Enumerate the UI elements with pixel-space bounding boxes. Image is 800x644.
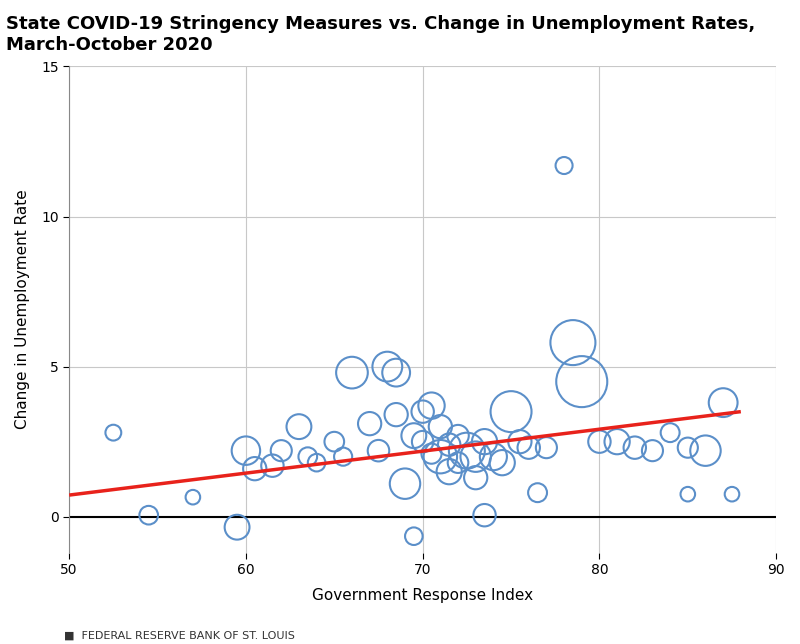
Point bbox=[522, 442, 535, 453]
Point bbox=[442, 439, 455, 450]
Point bbox=[628, 442, 641, 453]
Point bbox=[407, 430, 420, 440]
Point bbox=[434, 421, 446, 431]
Point bbox=[593, 437, 606, 447]
Point bbox=[275, 446, 288, 456]
Point bbox=[425, 448, 438, 459]
Point bbox=[346, 368, 358, 378]
Point bbox=[310, 457, 323, 468]
Y-axis label: Change in Unemployment Rate: Change in Unemployment Rate bbox=[15, 190, 30, 430]
Point bbox=[478, 437, 491, 447]
Point bbox=[398, 478, 411, 489]
Point bbox=[487, 451, 500, 462]
Point bbox=[381, 361, 394, 372]
Point bbox=[328, 437, 341, 447]
Point bbox=[390, 368, 402, 378]
Point bbox=[407, 531, 420, 542]
Point bbox=[682, 442, 694, 453]
Point bbox=[186, 492, 199, 502]
Point bbox=[416, 437, 429, 447]
Point bbox=[363, 419, 376, 429]
Point bbox=[248, 464, 261, 474]
Point bbox=[442, 466, 455, 477]
Text: State COVID-19 Stringency Measures vs. Change in Unemployment Rates,
March-Octob: State COVID-19 Stringency Measures vs. C… bbox=[6, 15, 754, 54]
Point bbox=[470, 451, 482, 462]
Point bbox=[610, 437, 623, 447]
Point bbox=[682, 489, 694, 499]
Point bbox=[434, 451, 446, 462]
Point bbox=[461, 446, 474, 456]
Point bbox=[558, 160, 570, 171]
Point bbox=[540, 442, 553, 453]
Point bbox=[505, 406, 518, 417]
Point bbox=[566, 337, 579, 348]
Point bbox=[478, 510, 491, 520]
Point bbox=[107, 428, 120, 438]
Point bbox=[452, 457, 465, 468]
Point bbox=[337, 451, 350, 462]
Point bbox=[531, 488, 544, 498]
Point bbox=[496, 457, 509, 468]
Point bbox=[514, 437, 526, 447]
Point bbox=[575, 377, 588, 387]
X-axis label: Government Response Index: Government Response Index bbox=[312, 588, 534, 603]
Point bbox=[726, 489, 738, 499]
Point bbox=[470, 473, 482, 483]
Point bbox=[390, 410, 402, 420]
Point bbox=[302, 451, 314, 462]
Point bbox=[293, 421, 306, 431]
Point bbox=[646, 446, 659, 456]
Point bbox=[664, 428, 677, 438]
Point bbox=[699, 446, 712, 456]
Point bbox=[372, 446, 385, 456]
Point bbox=[230, 522, 243, 533]
Point bbox=[717, 397, 730, 408]
Point bbox=[266, 460, 279, 471]
Point bbox=[452, 430, 465, 440]
Text: ■  FEDERAL RESERVE BANK OF ST. LOUIS: ■ FEDERAL RESERVE BANK OF ST. LOUIS bbox=[64, 631, 295, 641]
Point bbox=[425, 401, 438, 411]
Point bbox=[142, 510, 155, 520]
Point bbox=[239, 446, 252, 456]
Point bbox=[416, 406, 429, 417]
